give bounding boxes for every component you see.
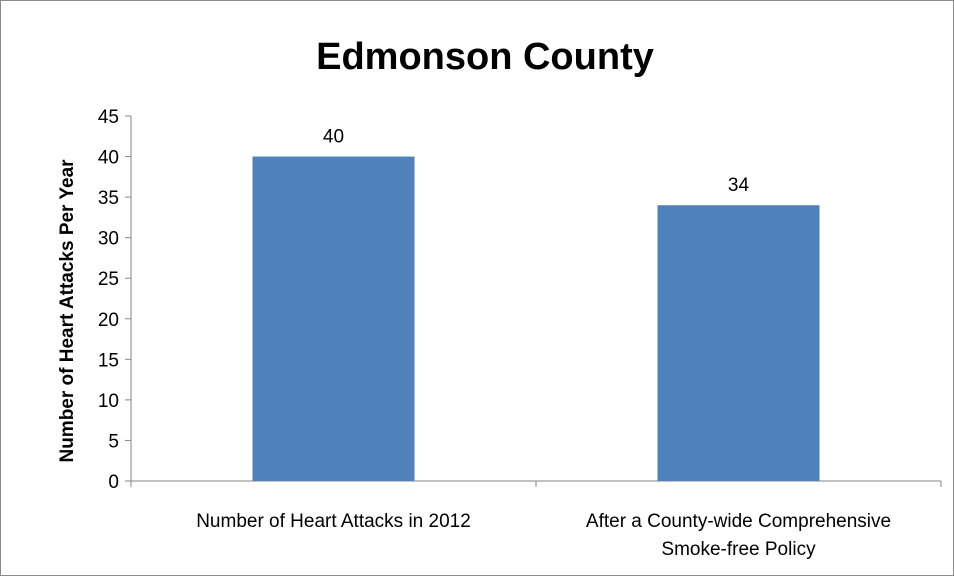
data-label: 34 bbox=[728, 175, 750, 196]
bar bbox=[657, 205, 820, 481]
y-tick-label: 15 bbox=[98, 350, 119, 371]
y-tick-label: 20 bbox=[98, 310, 119, 331]
x-category-label: After a County-wide Comprehensive bbox=[586, 511, 891, 532]
y-tick-label: 25 bbox=[98, 269, 119, 290]
x-category-label: Number of Heart Attacks in 2012 bbox=[196, 511, 471, 532]
y-tick-label: 45 bbox=[98, 107, 119, 128]
y-tick-label: 30 bbox=[98, 229, 119, 250]
data-label: 40 bbox=[323, 127, 344, 148]
y-tick-label: 40 bbox=[98, 148, 119, 169]
y-tick-label: 5 bbox=[108, 431, 119, 452]
y-tick-label: 10 bbox=[98, 391, 119, 412]
x-category-label: Smoke-free Policy bbox=[661, 539, 816, 560]
y-tick-label: 0 bbox=[108, 472, 119, 493]
y-axis-label: Number of Heart Attacks Per Year bbox=[57, 159, 78, 463]
chart-title: Edmonson County bbox=[316, 36, 654, 78]
y-tick-label: 35 bbox=[98, 188, 119, 209]
plot-area: 0 5 10 15 20 25 30 35 40 45 40 Number of Heart Atta… bbox=[98, 107, 942, 560]
bar bbox=[252, 156, 415, 482]
